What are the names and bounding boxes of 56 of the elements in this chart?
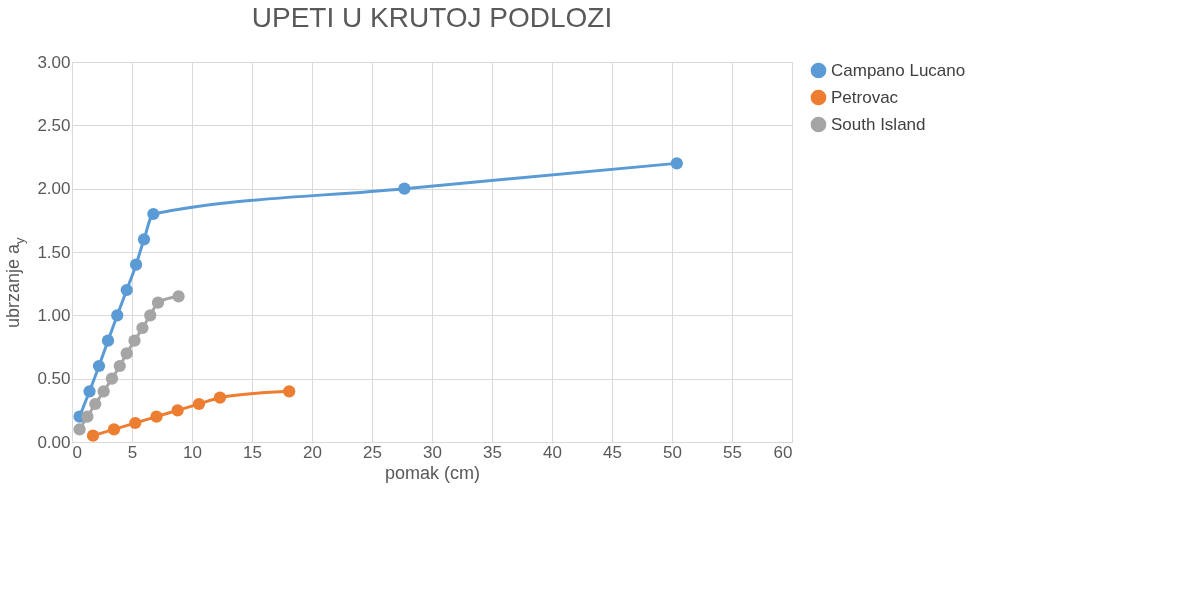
x-tick-label: 20 [303,442,322,462]
x-tick-label: 40 [543,442,562,462]
y-axis-title: ubrzanje ay [3,237,27,329]
point [172,290,185,303]
x-tick-label: 45 [603,442,622,462]
point [120,283,133,297]
x-tick-label: 55 [723,442,742,462]
x-tick-label: 5 [127,442,138,462]
point [283,385,296,398]
x-axis-title: pomak (cm) [384,462,481,483]
point [670,157,683,170]
point [83,385,96,398]
y-tick-label: 0.00 [37,432,71,452]
point [92,359,106,373]
point [147,207,160,221]
point [73,423,86,436]
x-tick-label: 10 [183,442,202,462]
point [128,334,141,347]
chart-title: UPETI U KRUTOJ PODLOZI [251,2,613,33]
point [171,404,184,417]
point [129,416,142,430]
point [113,359,126,373]
y-tick-label: 2.00 [37,179,71,199]
x-tick-label: 0 [72,442,82,462]
legend-label: Campano Lucano [831,60,966,80]
y-tick-label: 0.50 [37,369,71,389]
point [213,391,227,404]
point [137,233,151,246]
point [89,397,102,411]
point [97,385,110,398]
x-tick-label: 60 [773,442,793,462]
y-tick-label: 1.00 [37,305,71,325]
point [151,296,165,309]
x-tick-label: 30 [423,442,442,462]
point [136,321,149,335]
y-tick-label: 2.50 [37,115,71,135]
x-tick-label: 15 [243,442,262,462]
point [81,410,94,423]
point [150,410,163,423]
point [107,423,121,436]
point [129,258,143,271]
point [192,397,206,411]
point [105,372,119,385]
point [86,429,100,442]
point [120,347,133,360]
point [111,309,124,322]
legend-label: Petrovac [831,87,899,107]
x-tick-label: 25 [363,442,382,462]
point [398,182,411,195]
y-tick-label: 3.00 [37,52,71,72]
legend-label: South Island [831,114,926,134]
y-tick-label: 1.50 [37,242,71,262]
point [101,334,115,347]
x-tick-label: 50 [663,442,682,462]
x-tick-label: 35 [483,442,502,462]
point [144,309,157,322]
